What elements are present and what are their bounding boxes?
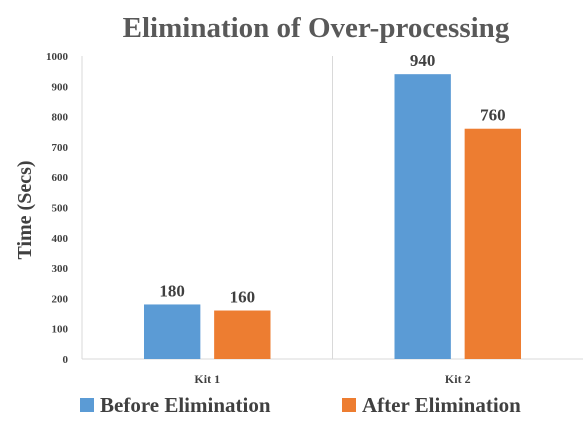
y-tick-label: 300 <box>52 263 69 275</box>
plot-area: 0 100 200 300 400 500 600 700 800 900 1000 180 160 Ki… <box>46 51 583 386</box>
bar <box>143 304 201 359</box>
y-tick-label: 800 <box>52 112 69 124</box>
legend-swatch <box>80 398 94 412</box>
y-tick-label: 900 <box>52 81 69 93</box>
y-tick-label: 700 <box>52 142 69 154</box>
data-label: 940 <box>410 51 436 70</box>
legend-entry: After Elimination <box>362 393 521 417</box>
data-label: 760 <box>480 106 506 125</box>
y-tick-label: 1000 <box>46 51 69 63</box>
legend-entry: Before Elimination <box>100 393 271 417</box>
y-tick-label: 0 <box>63 354 69 366</box>
data-label: 160 <box>230 288 256 307</box>
x-tick-label: Kit 1 <box>194 372 220 386</box>
y-tick-label: 400 <box>52 233 69 245</box>
x-tick-label: Kit 2 <box>445 372 471 386</box>
y-tick-label: 100 <box>52 324 69 336</box>
bar <box>394 74 451 360</box>
data-label: 180 <box>159 281 185 300</box>
bar <box>464 128 522 359</box>
legend: Before Elimination After Elimination <box>80 393 521 417</box>
legend-swatch <box>342 398 356 412</box>
y-tick-label: 200 <box>52 293 69 305</box>
y-tick-label: 500 <box>52 203 69 215</box>
y-axis-label: Time (Secs) <box>14 160 36 259</box>
y-tick-label: 600 <box>52 172 69 184</box>
bar <box>214 310 271 359</box>
chart-title: Elimination of Over-processing <box>123 12 510 44</box>
